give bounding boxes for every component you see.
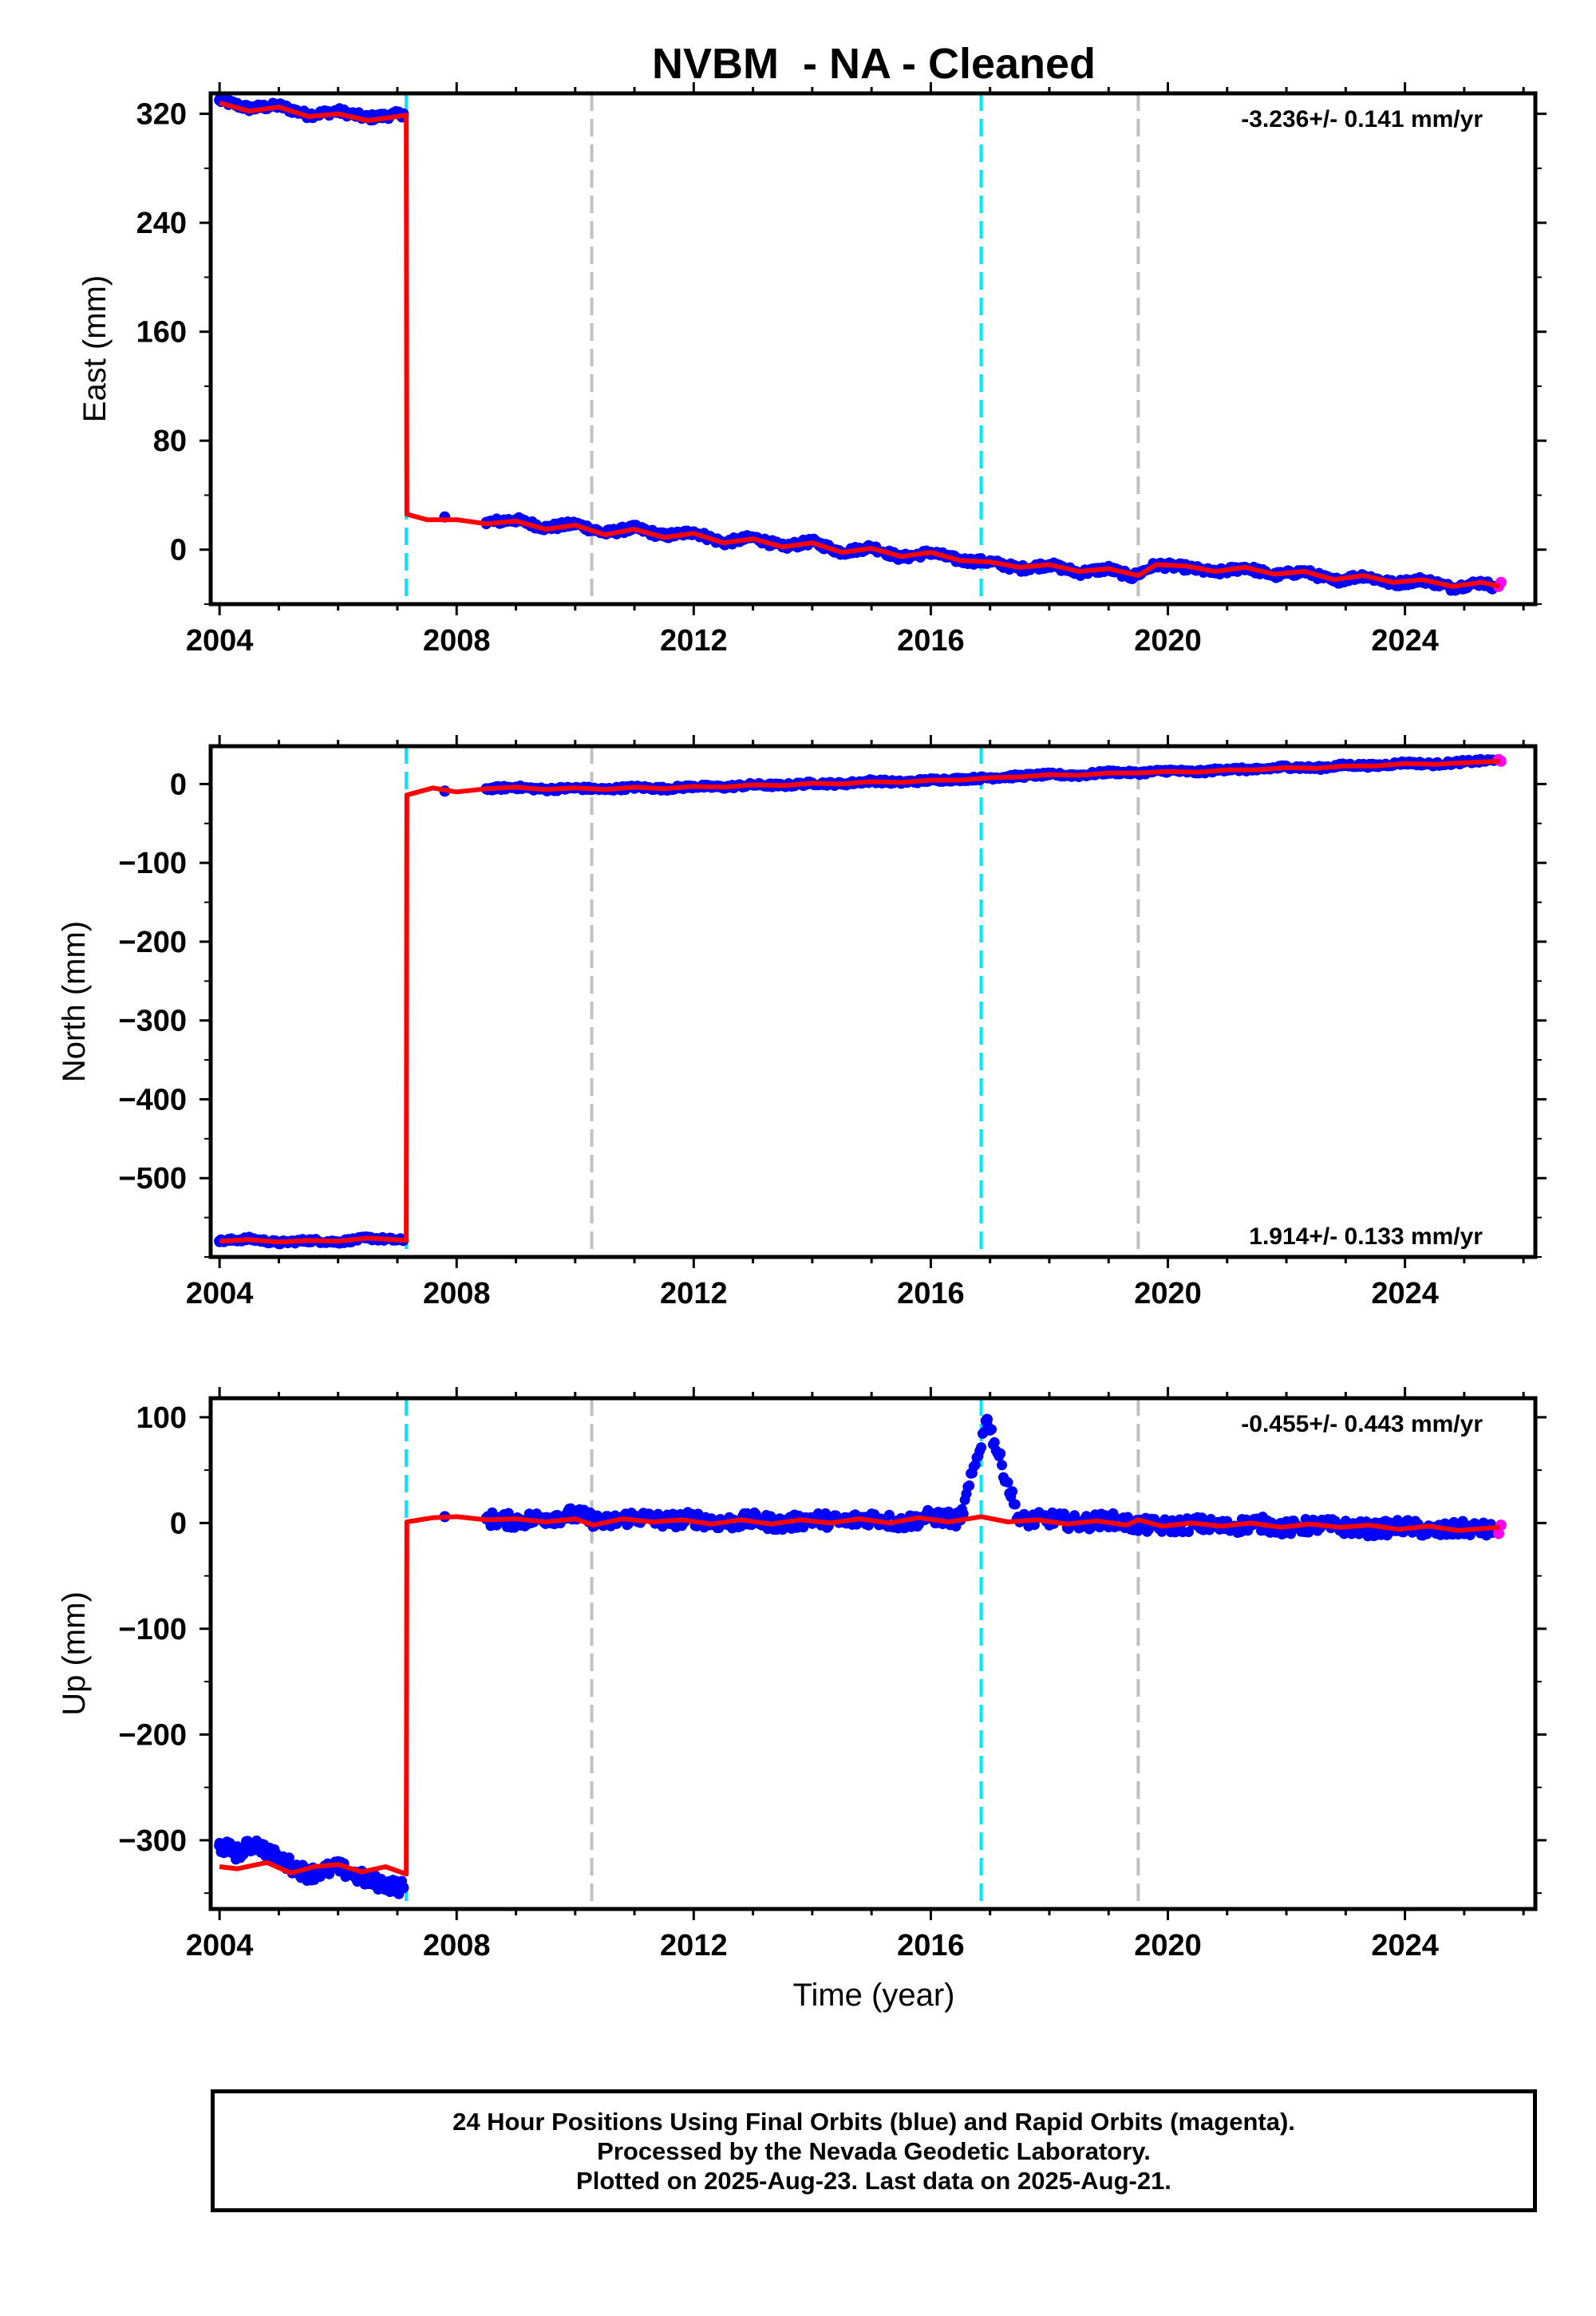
panel-up: 2004 2008 2012 2016 2020 2024 100 0 −100 −200 −300… [57, 1387, 1547, 1962]
x-tick-label: 2024 [1371, 1929, 1439, 1962]
x-tick-label: 2024 [1371, 624, 1439, 658]
final-orbit-point [1002, 1476, 1013, 1488]
final-orbit-point [1303, 1527, 1314, 1538]
final-orbit-point [1007, 1486, 1018, 1497]
y-tick-label: −300 [118, 1005, 187, 1038]
x-tick-label: 2012 [660, 1277, 728, 1310]
final-orbit-point [231, 1847, 243, 1859]
footer-line-orbits: 24 Hour Positions Using Final Orbits (bl… [452, 2107, 1295, 2136]
x-tick-label: 2008 [423, 1277, 491, 1310]
final-orbit-point [997, 1460, 1008, 1471]
plot-frame [208, 91, 1538, 607]
final-orbit-point [1009, 1499, 1021, 1510]
x-tick-label: 2004 [186, 624, 254, 658]
x-tick-label: 2008 [423, 624, 491, 658]
y-tick-label: 320 [136, 98, 187, 132]
final-orbit-point [361, 1875, 373, 1887]
final-orbit-point [1122, 1512, 1133, 1523]
y-tick-label: −200 [118, 1718, 187, 1752]
footer-line-processed: Processed by the Nevada Geodetic Laborat… [597, 2136, 1151, 2165]
plot-area [214, 1398, 1507, 1909]
y-axis-label: Up (mm) [57, 1591, 92, 1716]
x-tick-label: 2004 [186, 1929, 254, 1962]
model-fit-line [219, 758, 1500, 1245]
final-orbit-point [249, 1837, 261, 1849]
final-orbit-point [214, 1840, 226, 1852]
y-tick-label: 240 [136, 207, 187, 240]
velocity-annotation: 1.914+/- 0.133 mm/yr [1249, 1223, 1483, 1250]
x-tick-label: 2016 [897, 1277, 965, 1310]
y-tick-label: −200 [118, 926, 187, 959]
x-tick-label: 2012 [660, 624, 728, 658]
velocity-annotation: -0.455+/- 0.443 mm/yr [1241, 1411, 1483, 1437]
y-tick-label: −500 [118, 1162, 187, 1196]
plot-frame [208, 744, 1538, 1259]
rapid-orbit-point [1495, 755, 1507, 767]
final-orbit-point [883, 1509, 895, 1520]
panel-east: 2004 2008 2012 2016 2020 2024 0 80 160 240 320 East… [77, 82, 1547, 658]
rapid-orbit-point [1492, 1528, 1504, 1539]
model-fit-line [219, 1514, 1500, 1877]
velocity-annotation: -3.236+/- 0.141 mm/yr [1241, 106, 1483, 132]
final-orbit-point [986, 1424, 998, 1435]
y-tick-label: −300 [118, 1824, 187, 1858]
final-orbit-point [989, 1437, 1000, 1448]
x-tick-label: 2024 [1371, 1277, 1439, 1310]
x-tick-label: 2020 [1134, 1929, 1202, 1962]
footer-line-plotted: Plotted on 2025-Aug-23. Last data on 202… [576, 2166, 1171, 2195]
final-orbit-point [976, 1442, 987, 1453]
x-axis-label: Time (year) [793, 1978, 955, 2013]
y-tick-label: −100 [118, 1613, 187, 1646]
y-tick-label: −400 [118, 1083, 187, 1117]
final-orbit-point [1183, 1526, 1195, 1537]
x-tick-label: 2004 [186, 1277, 254, 1310]
x-tick-label: 2016 [897, 624, 965, 658]
y-axis-label: East (mm) [77, 275, 113, 422]
y-tick-label: 100 [136, 1401, 187, 1435]
final-orbit-point [995, 1448, 1006, 1459]
panel-north: 2004 2008 2012 2016 2020 2024 0 −100 −200 −300 −40… [57, 735, 1547, 1310]
y-tick-label: −100 [118, 847, 187, 880]
y-tick-label: 0 [170, 534, 187, 567]
chart-title: NVBM - NA - Cleaned [652, 40, 1096, 88]
x-tick-label: 2020 [1134, 1277, 1202, 1310]
x-tick-label: 2008 [423, 1929, 491, 1962]
y-tick-label: 160 [136, 316, 187, 350]
y-tick-label: 0 [170, 1507, 187, 1540]
plot-frame [208, 1396, 1538, 1911]
y-axis-label: North (mm) [57, 921, 92, 1082]
final-orbit-point [283, 1852, 294, 1863]
plot-area [214, 93, 1507, 604]
y-tick-label: 0 [170, 768, 187, 801]
footer-info-box: 24 Hour Positions Using Final Orbits (bl… [211, 2089, 1537, 2212]
final-orbit-point [981, 1413, 993, 1425]
x-tick-label: 2012 [660, 1929, 728, 1962]
final-orbit-point [273, 1853, 285, 1865]
x-tick-label: 2016 [897, 1929, 965, 1962]
final-orbit-point [397, 1882, 409, 1894]
final-orbit-point [964, 1480, 975, 1492]
y-tick-label: 80 [153, 425, 187, 458]
model-fit-line [219, 101, 1501, 589]
x-tick-label: 2020 [1134, 624, 1202, 658]
plot-area [214, 746, 1507, 1257]
